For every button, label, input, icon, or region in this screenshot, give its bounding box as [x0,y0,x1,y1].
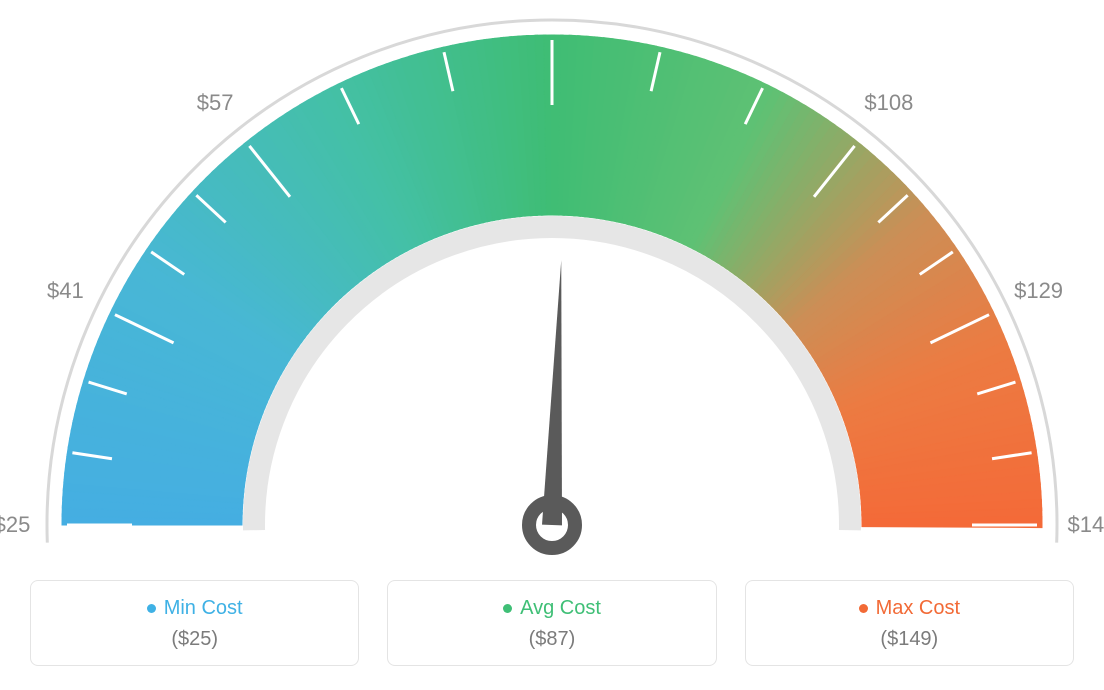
legend-card-max: Max Cost ($149) [745,580,1074,666]
legend-label: Avg Cost [520,597,601,620]
legend-title-max: Max Cost [859,597,960,620]
dot-icon [147,604,156,613]
legend-label: Max Cost [876,597,960,620]
legend-label: Min Cost [164,597,243,620]
legend-card-avg: Avg Cost ($87) [387,580,716,666]
dot-icon [503,604,512,613]
legend-title-min: Min Cost [147,597,243,620]
legend-value: ($149) [764,628,1055,651]
gauge-tick-label: $149 [1068,512,1104,538]
legend-value: ($87) [406,628,697,651]
gauge-tick-label: $25 [0,512,30,538]
gauge-tick-label: $129 [1014,278,1063,304]
gauge-tick-label: $57 [197,90,234,116]
legend-value: ($25) [49,628,340,651]
legend-title-avg: Avg Cost [503,597,601,620]
gauge-tick-label: $108 [864,90,913,116]
dot-icon [859,604,868,613]
legend-row: Min Cost ($25) Avg Cost ($87) Max Cost (… [30,580,1074,666]
legend-card-min: Min Cost ($25) [30,580,359,666]
gauge-tick-label: $41 [47,278,84,304]
gauge-svg [0,0,1104,570]
gauge-chart: $25$41$57$87$108$129$149 [0,0,1104,570]
